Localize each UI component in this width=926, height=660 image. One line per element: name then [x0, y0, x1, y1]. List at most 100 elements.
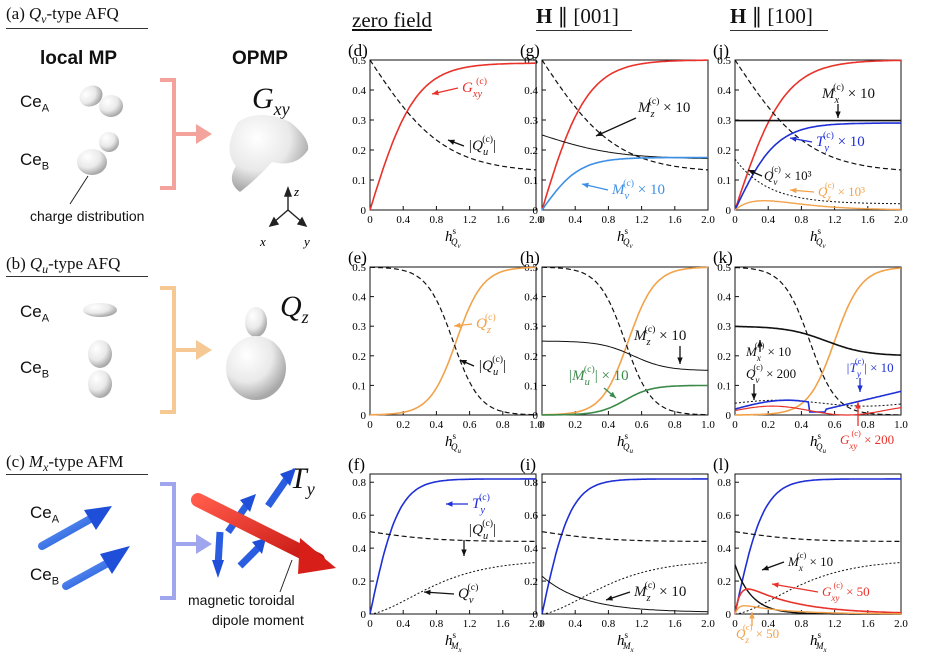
label-gxy-sub: xy: [472, 89, 483, 100]
ce-text: Ce: [20, 302, 42, 321]
plot-frame: [734, 266, 902, 416]
label-mz-sup: (c): [649, 96, 660, 107]
panel-index: (g): [520, 41, 540, 60]
divider: [6, 474, 148, 475]
label-mx-sup: (c): [833, 82, 844, 93]
label-gxy-main: G: [840, 432, 850, 447]
label-gxy-main: G: [822, 584, 832, 599]
ce-a-orbital-a: [79, 85, 123, 117]
label-ty-tail: | × 10: [864, 360, 893, 375]
x-tick-label: 0: [539, 419, 545, 431]
y-tick-label: 0.1: [352, 175, 366, 187]
bracket-b: [160, 286, 212, 414]
x-axis-label: hs Mx: [810, 630, 828, 654]
label-qv: Qv (c) × 10³: [764, 164, 812, 187]
label-ty-main: T: [472, 496, 482, 512]
ce-sub: B: [41, 160, 50, 173]
x-tick-label: 0: [367, 214, 373, 226]
toroidal-label-1: magnetic toroidal: [188, 592, 295, 608]
bracket-a: [160, 78, 212, 190]
ce-a-orbital-b: [83, 303, 117, 317]
x-axis-subsub: v: [630, 242, 634, 250]
x-tick-label: 0: [539, 618, 545, 630]
toroidal-arrows: [191, 468, 336, 578]
x-axis-sub: Q: [816, 237, 823, 247]
plot-frame: [734, 59, 902, 211]
arrow-qv-head: [751, 393, 757, 400]
label-gxy: Gxy (c): [462, 76, 487, 100]
arrow-gxy-head: [855, 402, 861, 409]
x-tick-label: 2.0: [529, 618, 543, 630]
label-mx-main: M: [787, 554, 800, 569]
label-gxy: Gxy (c) × 50: [822, 580, 870, 603]
y-tick-label: 0: [533, 205, 539, 217]
label-gxy-sub: xy: [848, 441, 858, 451]
x-axis-h: h: [810, 434, 818, 450]
label-mz-tail: × 10: [659, 100, 690, 116]
y-tick-label: 0.1: [524, 175, 538, 187]
header-h: H: [730, 4, 747, 28]
x-tick-label: 0: [367, 618, 373, 630]
x-tick-label: 1.6: [861, 618, 875, 630]
ce-b-label-b: CeB: [20, 358, 49, 380]
label-ty-sub: y: [479, 505, 485, 516]
label-mx-tail: × 10: [844, 86, 875, 102]
label-mx: Mx(c) × 10: [821, 82, 875, 106]
row-a-sub: v: [41, 12, 47, 27]
series-ty: [734, 122, 901, 211]
label-qv-sup: (c): [771, 164, 781, 174]
ce-text: Ce: [20, 358, 42, 377]
y-tick-label: 0.1: [717, 380, 731, 392]
plot-frame: [369, 59, 537, 211]
y-tick-label: 0.2: [352, 145, 366, 157]
label-mu-sub: u: [585, 377, 590, 388]
x-tick-label: 1.6: [668, 618, 682, 630]
panel-index: (k): [713, 248, 733, 267]
x-tick-label: 0.8: [861, 419, 875, 431]
label-qv-sub: v: [755, 375, 760, 385]
x-tick-label: 1.2: [828, 214, 842, 226]
x-tick-label: 1.0: [894, 419, 908, 431]
x-tick-label: 0.4: [761, 618, 775, 630]
label-mx-sup: (c): [797, 550, 807, 560]
series-qv: [734, 158, 901, 205]
series-qv: [369, 562, 536, 615]
y-tick-label: 0.6: [717, 510, 731, 522]
ce-b-label-c: CeB: [30, 565, 59, 587]
label-mv-main: M: [611, 182, 626, 198]
opmp-heading: OPMP: [232, 48, 288, 69]
x-tick-label: 0.2: [761, 419, 775, 431]
series-mv: [541, 156, 708, 211]
x-axis-h: h: [810, 633, 818, 649]
label-gxy-sup: (c): [851, 428, 861, 438]
ce-text: Ce: [30, 565, 52, 584]
x-tick-label: 0.4: [568, 618, 582, 630]
arrow-mv-head: [582, 182, 589, 189]
label-qu-sub: u: [493, 367, 498, 378]
opmp-main: G: [252, 82, 274, 115]
x-tick-label: 0.4: [568, 214, 582, 226]
label-qv-tail: × 200: [763, 366, 796, 381]
y-tick-label: 0.1: [352, 380, 366, 392]
label-mz-sub: z: [646, 337, 651, 348]
opmp-symbol-gxy: Gxy: [252, 82, 290, 120]
label-mx: Mx(c) × 10: [745, 340, 791, 363]
x-tick-label: 1.6: [668, 214, 682, 226]
arrow-qu-head: [448, 139, 455, 145]
y-tick-label: 0.5: [717, 55, 731, 67]
header-h100-text: ∥ [100]: [746, 4, 813, 28]
label-qv-sub: v: [773, 177, 778, 187]
axis-x: x: [259, 234, 266, 249]
label-qu-tail: |: [503, 358, 506, 374]
label-qv-sup: (c): [468, 582, 479, 593]
label-mz: Mz (c) × 10: [633, 324, 686, 348]
x-tick-label: 0: [732, 419, 738, 431]
x-axis-label: hs Qu: [810, 431, 827, 455]
x-tick-label: 0.6: [828, 419, 842, 431]
label-qz-tail: × 10³: [834, 184, 865, 199]
row-c-type: M: [28, 452, 44, 471]
x-tick-label: 0.8: [795, 618, 809, 630]
label-qz-sub: z: [826, 193, 831, 203]
y-tick-label: 0.2: [352, 576, 366, 588]
